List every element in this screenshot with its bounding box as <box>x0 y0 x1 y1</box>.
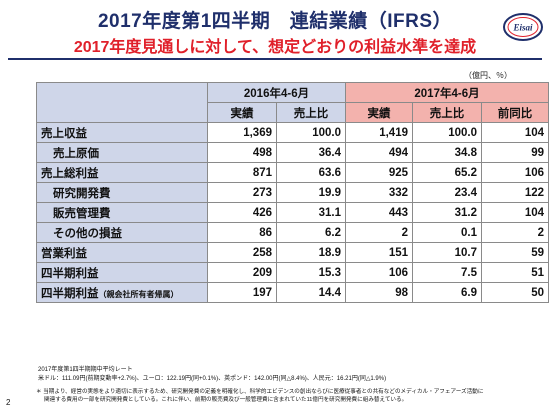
title-divider <box>8 58 542 60</box>
table-cell: 7.5 <box>412 262 482 283</box>
header-2016: 2016年4-6月 <box>207 82 346 103</box>
table-cell: 443 <box>345 202 413 223</box>
row-label-suffix: （親会社所有者帰属） <box>98 289 179 299</box>
table-row: その他の損益 86 6.2 2 0.1 2 <box>36 222 549 243</box>
row-label: 四半期利益 <box>36 262 208 283</box>
page-title: 2017年度第1四半期 連結業績（IFRS） <box>97 11 453 32</box>
table-cell: 15.3 <box>276 262 346 283</box>
notes-line-2: 米ドル：111.09円(前期変動率+2.7%)、ユーロ：122.19円(同+0.… <box>38 375 387 382</box>
table-cell: 122 <box>481 182 549 203</box>
footnote-line-1: ＊ 当期より、経営の実態をより適切に表示するため、研究開発費の定義を明確化し、科… <box>36 389 484 395</box>
table-cell: 100.0 <box>276 122 346 143</box>
table-cell: 426 <box>207 202 277 223</box>
row-label: 売上総利益 <box>36 162 208 183</box>
table-cell: 34.8 <box>412 142 482 163</box>
row-label: 研究開発費 <box>36 182 208 203</box>
row-label-text: 四半期利益 <box>41 287 99 300</box>
header-2017: 2017年4-6月 <box>345 82 549 103</box>
unit-label: （億円、％） <box>464 71 512 80</box>
row-label-text: 売上原価 <box>53 147 99 160</box>
table-cell: 86 <box>207 222 277 243</box>
table-row: 売上収益 1,369 100.0 1,419 100.0 104 <box>36 122 549 143</box>
table-row: 四半期利益 209 15.3 106 7.5 51 <box>36 262 549 283</box>
row-label-text: 営業利益 <box>41 247 87 260</box>
table-cell: 98 <box>345 282 413 303</box>
table-cell: 51 <box>481 262 549 283</box>
table-cell: 0.1 <box>412 222 482 243</box>
table-cell: 59 <box>481 242 549 263</box>
footnote-line-2: 関連する費用の一部を研究開発費としている。これに伴い、前期の販売費及び一般管理費… <box>44 397 408 403</box>
table-cell: 106 <box>345 262 413 283</box>
row-label-text: 研究開発費 <box>53 187 111 200</box>
table-cell: 6.2 <box>276 222 346 243</box>
table-cell: 1,419 <box>345 122 413 143</box>
table-cell: 50 <box>481 282 549 303</box>
table-cell: 209 <box>207 262 277 283</box>
table-header-row-periods: 2016年4-6月 2017年4-6月 <box>36 82 549 123</box>
table-cell: 104 <box>481 122 549 143</box>
table-corner <box>36 82 208 123</box>
table-row: 販売管理費 426 31.1 443 31.2 104 <box>36 202 549 223</box>
col-2016-ratio: 売上比 <box>276 102 346 123</box>
table-cell: 31.2 <box>412 202 482 223</box>
svg-text:Eisai: Eisai <box>512 23 533 33</box>
row-label-text: 四半期利益 <box>41 267 99 280</box>
row-label-text: その他の損益 <box>53 227 122 240</box>
col-2017-ratio: 売上比 <box>412 102 482 123</box>
row-label: 売上原価 <box>36 142 208 163</box>
table-cell: 31.1 <box>276 202 346 223</box>
col-2016-result: 実績 <box>207 102 277 123</box>
table-cell: 63.6 <box>276 162 346 183</box>
table-cell: 332 <box>345 182 413 203</box>
table-cell: 871 <box>207 162 277 183</box>
table-cell: 2 <box>345 222 413 243</box>
table-cell: 10.7 <box>412 242 482 263</box>
table-cell: 2 <box>481 222 549 243</box>
table-cell: 151 <box>345 242 413 263</box>
table-cell: 19.9 <box>276 182 346 203</box>
exchange-rate-notes: 2017年度第1四半期期中平均レート 米ドル：111.09円(前期変動率+2.7… <box>38 366 386 383</box>
table-cell: 23.4 <box>412 182 482 203</box>
table-cell: 1,369 <box>207 122 277 143</box>
table-cell: 100.0 <box>412 122 482 143</box>
row-label-text: 販売管理費 <box>53 207 111 220</box>
table-cell: 106 <box>481 162 549 183</box>
row-label: その他の損益 <box>36 222 208 243</box>
table-row: 営業利益 258 18.9 151 10.7 59 <box>36 242 549 263</box>
table-cell: 104 <box>481 202 549 223</box>
results-table: 2016年4-6月 2017年4-6月 実績 売上比 実績 売上比 前同比 売上… <box>36 82 549 303</box>
table-cell: 14.4 <box>276 282 346 303</box>
table-row: 四半期利益（親会社所有者帰属） 197 14.4 98 6.9 50 <box>36 282 549 303</box>
row-label: 四半期利益（親会社所有者帰属） <box>36 282 208 303</box>
table-cell: 494 <box>345 142 413 163</box>
row-label-text: 売上総利益 <box>41 167 99 180</box>
table-cell: 6.9 <box>412 282 482 303</box>
col-2017-result: 実績 <box>345 102 413 123</box>
page-number: 2 <box>6 398 11 407</box>
table-row: 売上総利益 871 63.6 925 65.2 106 <box>36 162 549 183</box>
table-row: 売上原価 498 36.4 494 34.8 99 <box>36 142 549 163</box>
eisai-logo: Eisai <box>503 13 543 41</box>
row-label: 販売管理費 <box>36 202 208 223</box>
table-row: 研究開発費 273 19.9 332 23.4 122 <box>36 182 549 203</box>
table-cell: 925 <box>345 162 413 183</box>
col-2017-yoy: 前同比 <box>481 102 549 123</box>
row-label: 営業利益 <box>36 242 208 263</box>
footnote: ＊ 当期より、経営の実態をより適切に表示するため、研究開発費の定義を明確化し、科… <box>36 388 536 404</box>
row-label: 売上収益 <box>36 122 208 143</box>
table-cell: 18.9 <box>276 242 346 263</box>
table-cell: 498 <box>207 142 277 163</box>
page-subtitle: 2017年度見通しに対して、想定どおりの利益水準を達成 <box>73 39 477 56</box>
table-cell: 36.4 <box>276 142 346 163</box>
table-cell: 99 <box>481 142 549 163</box>
table-cell: 258 <box>207 242 277 263</box>
table-cell: 273 <box>207 182 277 203</box>
notes-line-1: 2017年度第1四半期期中平均レート <box>38 367 133 373</box>
table-cell: 197 <box>207 282 277 303</box>
table-cell: 65.2 <box>412 162 482 183</box>
row-label-text: 売上収益 <box>41 127 87 140</box>
